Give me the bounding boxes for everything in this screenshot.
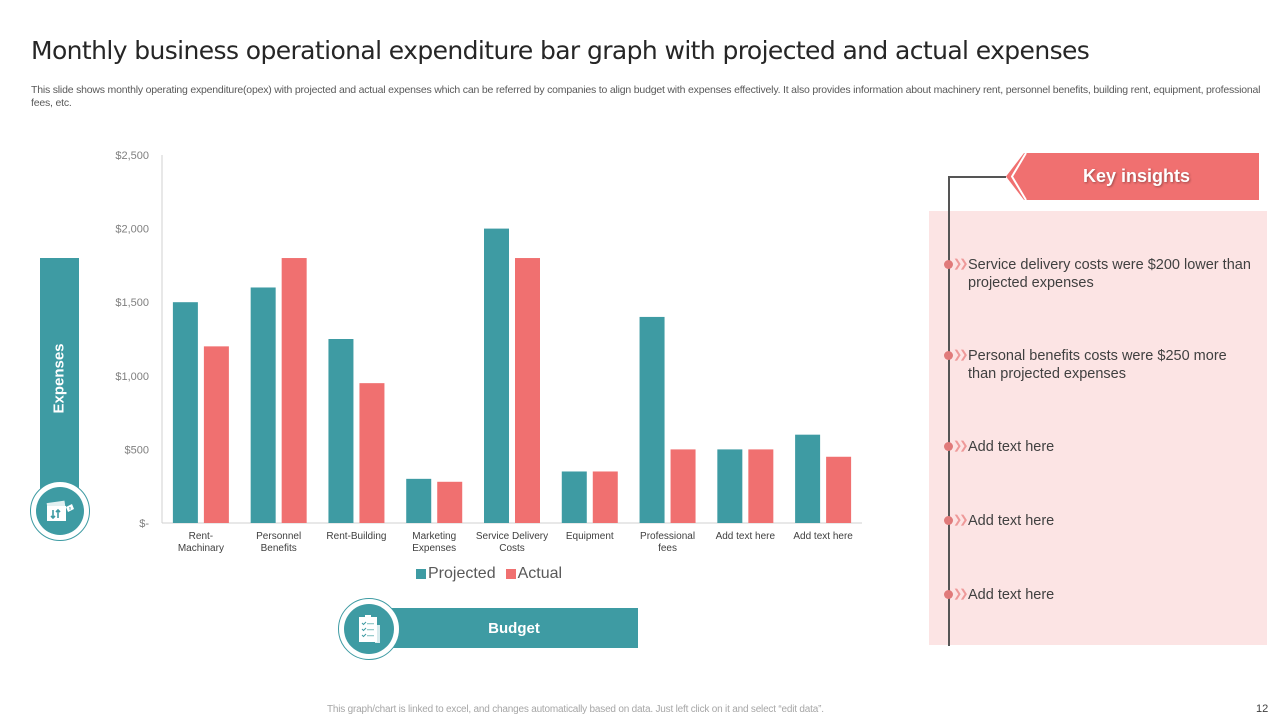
double-chevron-icon: ❯❯ bbox=[953, 258, 968, 270]
y-tick-label: $- bbox=[139, 518, 149, 530]
bar-projected bbox=[717, 449, 743, 523]
insight-item: ❯❯ Add text here bbox=[944, 438, 1258, 456]
slide-title: Monthly business operational expenditure… bbox=[31, 36, 1090, 65]
x-tick-label: Expenses bbox=[412, 543, 456, 554]
insight-text: Add text here bbox=[968, 513, 1055, 529]
bar-projected bbox=[250, 287, 276, 523]
bar-projected bbox=[561, 471, 587, 523]
insight-text: Add text here bbox=[968, 587, 1055, 603]
insight-item: ❯❯ Add text here bbox=[944, 586, 1258, 604]
legend-swatch-actual bbox=[505, 569, 516, 579]
x-tick-label: Costs bbox=[499, 543, 525, 554]
insight-item: ❯❯ Service delivery costs were $200 lowe… bbox=[944, 256, 1258, 292]
x-tick-label: Add text here bbox=[716, 531, 776, 542]
key-insights-panel bbox=[929, 211, 1267, 645]
x-tick-label: Professional bbox=[640, 531, 695, 542]
timeline-line bbox=[948, 176, 950, 646]
x-tick-label: Machinary bbox=[178, 543, 224, 554]
y-tick-label: $2,000 bbox=[115, 224, 149, 236]
x-tick-label: Rent-Building bbox=[326, 531, 386, 542]
footer-note: This graph/chart is linked to excel, and… bbox=[327, 704, 824, 715]
bar-projected bbox=[639, 316, 665, 523]
double-chevron-icon: ❯❯ bbox=[953, 440, 968, 452]
slide-subtitle: This slide shows monthly operating expen… bbox=[31, 84, 1261, 109]
legend-label-actual: Actual bbox=[517, 565, 563, 582]
double-chevron-icon: ❯❯ bbox=[953, 514, 968, 526]
key-insights-title: Key insights bbox=[1082, 166, 1191, 186]
insight-text: Add text here bbox=[968, 439, 1055, 455]
bar-projected bbox=[795, 434, 821, 523]
bar-projected bbox=[172, 302, 198, 523]
budget-axis-bar: Budget bbox=[380, 608, 638, 648]
double-chevron-icon: ❯❯ bbox=[953, 588, 968, 600]
x-tick-label: Service Delivery bbox=[476, 531, 548, 542]
legend-label-projected: Projected bbox=[428, 565, 496, 582]
insight-text: Personal benefits costs were $250 more t… bbox=[968, 348, 1227, 382]
insight-text: Service delivery costs were $200 lower t… bbox=[968, 257, 1251, 291]
bar-actual bbox=[203, 346, 229, 523]
bullet-dot-icon bbox=[944, 260, 953, 269]
wallet-transfer-icon: $ bbox=[46, 500, 74, 521]
bullet-dot-icon bbox=[944, 516, 953, 525]
bar-actual bbox=[281, 258, 307, 523]
bar-actual bbox=[359, 383, 385, 523]
y-tick-label: $1,000 bbox=[115, 371, 149, 383]
x-tick-label: fees bbox=[658, 543, 677, 554]
budget-icon-badge bbox=[338, 598, 400, 660]
y-axis: $- $500 $1,000 $1,500 $2,000 $2,500 bbox=[115, 150, 862, 530]
bar-actual bbox=[515, 258, 540, 523]
x-tick-label: Add text here bbox=[793, 531, 853, 542]
expenses-icon-badge: $ bbox=[30, 481, 90, 541]
page-number: 12 bbox=[1256, 703, 1269, 715]
legend-swatch-projected bbox=[416, 569, 426, 579]
bullet-dot-icon bbox=[944, 590, 953, 599]
key-insights-header-shape bbox=[1006, 153, 1259, 200]
x-tick-label: Marketing bbox=[412, 531, 456, 542]
bar-actual bbox=[437, 481, 463, 523]
legend-item-actual: Actual bbox=[505, 565, 563, 583]
insight-item: ❯❯ Personal benefits costs were $250 mor… bbox=[944, 347, 1258, 383]
budget-label-text: Budget bbox=[488, 619, 540, 637]
chart-legend: Projected Actual bbox=[416, 565, 562, 583]
bullet-dot-icon bbox=[944, 351, 953, 360]
bars bbox=[172, 228, 852, 523]
expenses-axis-bar bbox=[40, 258, 79, 498]
x-tick-label: Personnel bbox=[256, 531, 301, 542]
insight-item: ❯❯ Add text here bbox=[944, 512, 1258, 530]
x-tick-label: Equipment bbox=[566, 531, 614, 542]
clipboard-checklist-icon bbox=[359, 615, 380, 643]
svg-text:$: $ bbox=[69, 506, 72, 511]
bar-projected bbox=[328, 339, 354, 523]
bar-actual bbox=[748, 449, 774, 523]
y-tick-label: $500 bbox=[125, 444, 149, 456]
legend-item-projected: Projected bbox=[416, 565, 496, 583]
x-tick-label: Rent- bbox=[189, 531, 213, 542]
bar-projected bbox=[406, 478, 432, 523]
bar-actual bbox=[592, 471, 618, 523]
timeline-connector bbox=[948, 176, 1006, 178]
y-tick-label: $2,500 bbox=[115, 150, 149, 162]
x-tick-label: Benefits bbox=[261, 543, 297, 554]
bar-projected bbox=[484, 228, 509, 523]
double-chevron-icon: ❯❯ bbox=[953, 349, 968, 361]
bar-actual bbox=[670, 449, 696, 523]
bar-actual bbox=[826, 456, 852, 523]
bullet-dot-icon bbox=[944, 442, 953, 451]
y-tick-label: $1,500 bbox=[115, 297, 149, 309]
